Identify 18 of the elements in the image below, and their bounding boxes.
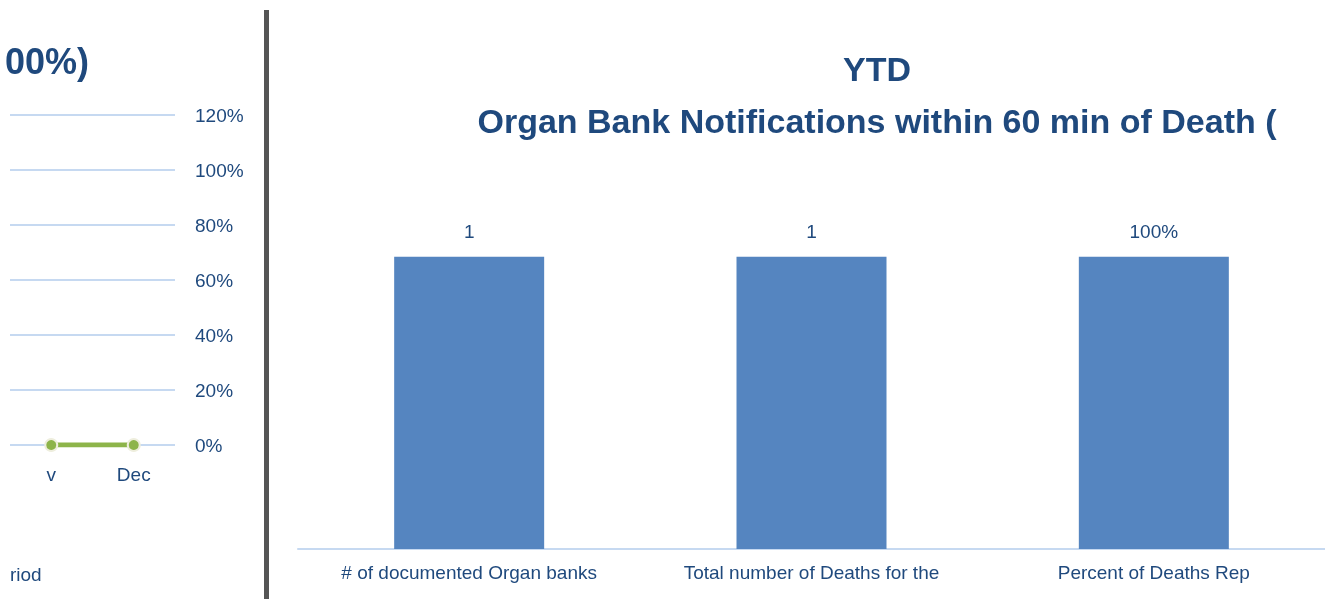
x-tick-label: v xyxy=(46,464,57,485)
data-label: 1 xyxy=(806,220,817,242)
y-tick-label: 60% xyxy=(195,269,234,291)
y-tick-label: 80% xyxy=(195,214,234,236)
x-tick-label: # of documented Organ banks xyxy=(341,562,597,583)
x-tick-label: Dec xyxy=(116,464,151,485)
x-tick-label: Percent of Deaths Rep xyxy=(1057,562,1250,583)
y-tick-label: 120% xyxy=(195,104,244,126)
y-tick-label: 40% xyxy=(195,324,234,346)
x-tick-label: Total number of Deaths for the xyxy=(683,562,940,583)
y-tick-label: 0% xyxy=(195,434,223,456)
data-label: 100% xyxy=(1129,220,1179,242)
y-tick-label: 100% xyxy=(195,159,244,181)
data-label: 1 xyxy=(463,220,475,242)
x-axis-title: riod xyxy=(10,564,42,585)
chart-title: YTD Organ Bank Notifications within 60 min of Death ( xyxy=(477,50,1278,140)
chart-title: 00%) xyxy=(5,40,90,82)
y-tick-label: 20% xyxy=(195,379,234,401)
